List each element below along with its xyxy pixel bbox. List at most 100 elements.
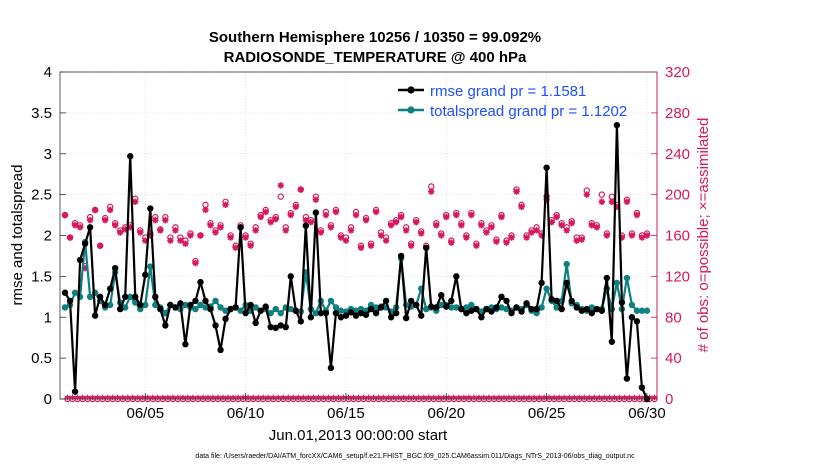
obs-zero-assim-marker: * [115,393,122,407]
obs-assimilated-point [137,229,144,236]
y-left-tick-label: 0.5 [31,350,52,367]
obs-zero-assim-marker: * [140,393,147,407]
obs-zero-assim-marker: * [531,393,538,407]
obs-zero-assim-marker: * [315,393,322,407]
totalspread-point [237,307,244,314]
rmse-point [247,301,254,309]
rmse-point [272,324,279,332]
obs-assimilated-point [307,219,315,226]
rmse-point [76,256,84,264]
obs-zero-assim-marker: * [340,393,347,407]
rmse-point [453,273,460,280]
obs-zero-assim-marker: * [79,393,86,407]
obs-assimilated-point [553,213,560,221]
obs-assimilated-point [372,208,380,216]
obs-assimilated-point [337,234,345,241]
totalspread-point [468,301,475,309]
totalspread-point [588,304,595,311]
obs-assimilated-point [513,188,520,195]
rmse-point [418,312,425,319]
obs-zero-assim-marker: * [275,393,282,407]
obs-assimilated-point [347,227,355,234]
rmse-point [152,293,159,301]
obs-zero-assim-marker: * [436,393,443,407]
obs-zero-assim-marker: * [561,393,568,407]
obs-assimilated-point [603,232,611,239]
obs-assimilated-point [232,244,239,251]
obs-possible-point [277,193,284,200]
obs-zero-assim-marker: * [105,393,112,407]
y-left-tick-label: 1.5 [31,268,52,285]
obs-zero-assim-marker: * [456,393,463,407]
totalspread-point [543,285,550,292]
obs-zero-assim-marker: * [220,393,227,407]
totalspread-point [538,304,545,311]
obs-zero-assim-marker: * [596,393,603,407]
obs-zero-assim-marker: * [130,393,137,407]
rmse-point [287,273,294,280]
rmse-point [538,279,545,287]
obs-assimilated-point [433,222,440,229]
legend-rmse-label: rmse grand pr = 1.1581 [430,83,586,100]
totalspread-point [222,307,229,314]
rmse-point [598,307,606,314]
rmse-point [277,322,284,329]
obs-zero-assim-marker: * [350,393,357,407]
obs-assimilated-point [563,227,570,234]
rmse-layer [61,121,651,403]
obs-zero-assim-marker: * [265,393,272,407]
obs-assimilated-point [106,206,114,214]
rmse-point [638,384,646,391]
rmse-point [503,297,510,305]
obs-assimilated-point [468,211,475,219]
rmse-point [583,305,590,313]
rmse-point [392,309,400,317]
x-tick-label: 06/20 [428,405,466,422]
obs-zero-assim-marker: * [631,393,638,407]
obs-assimilated-point [453,211,460,219]
rmse-point [428,303,435,310]
y-left-tick-label: 3.5 [31,105,52,122]
obs-assimilated-point [558,222,565,229]
rmse-point [397,252,405,260]
obs-zero-assim-marker: * [521,393,528,407]
obs-assimilated-point [598,198,606,205]
obs-zero-assim-marker: * [541,393,548,407]
obs-zero-assim-marker: * [94,393,101,407]
rmse-point [473,305,480,313]
rmse-point [86,224,94,231]
y-right-axis-label: # of obs: o=possible; ×=assimilated [695,118,712,353]
rmse-point [197,278,204,286]
obs-assimilated-point [101,216,109,224]
obs-assimilated-point [588,222,595,229]
obs-assimilated-point [377,232,385,239]
obs-assimilated-point [593,224,600,231]
obs-zero-assim-marker: * [185,393,192,407]
rmse-point [142,271,149,278]
obs-assimilated-point [528,229,535,236]
totalspread-point [643,307,651,314]
obs-zero-assim-marker: * [215,393,222,407]
obs-zero-assim-marker: * [611,393,618,407]
obs-zero-assim-marker: * [135,393,142,407]
obs-zero-assim-marker: * [385,393,392,407]
obs-zero-assim-marker: * [586,393,593,407]
rmse-point [623,375,631,382]
obs-zero-assim-marker: * [576,393,583,407]
rmse-point [608,338,616,345]
totalspread-point [352,307,360,314]
rmse-point [81,240,89,247]
obs-assimilated-point [302,216,310,224]
obs-assimilated-point [533,227,540,234]
obs-assimilated-point [182,240,189,247]
obs-zero-assim-marker: * [476,393,483,407]
rmse-point [468,307,475,314]
obs-zero-assim-marker: * [205,393,212,407]
totalspread-point [633,307,641,314]
obs-zero-assim-marker: * [546,393,553,407]
totalspread-point [127,293,134,301]
rmse-point [508,309,515,317]
rmse-point [407,297,415,305]
obs-zero-assim-marker: * [285,393,292,407]
